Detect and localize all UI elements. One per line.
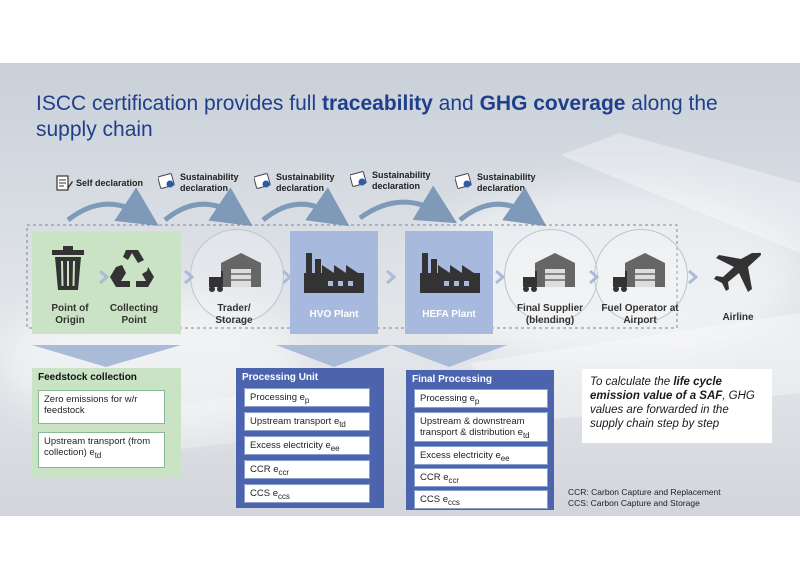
panel-item: Processing ep	[244, 388, 370, 407]
flow-arc	[358, 185, 458, 224]
panel-header: Final Processing	[412, 374, 493, 385]
stage-label-hvo-plant: HVO Plant	[309, 309, 359, 320]
warehouse-forklift-icon	[523, 253, 575, 292]
chevron-right-icon	[688, 270, 698, 284]
stage-label-hefa-plant: HEFA Plant	[422, 309, 476, 320]
chevron-right-icon	[282, 270, 292, 284]
info-note: To calculate the life cycle emission val…	[582, 369, 772, 443]
flow-arc	[261, 187, 350, 227]
processing-unit-panel: Processing Unit Processing ep Upstream t…	[236, 368, 384, 508]
warehouse-forklift-icon	[209, 253, 261, 292]
flow-arc	[66, 187, 159, 226]
down-arrow-icon	[391, 345, 507, 367]
chevron-right-icon	[386, 270, 396, 284]
document-pen-icon	[56, 175, 73, 191]
panel-item: Upstream transport (from collection) etd	[38, 432, 165, 468]
stage-label-collecting-point: Collecting Point	[109, 303, 159, 326]
panel-item: CCS eccs	[244, 484, 370, 503]
declaration-label: Sustainability declaration	[477, 172, 536, 193]
chevron-right-icon	[495, 270, 505, 284]
declaration-label: Sustainability declaration	[372, 170, 431, 191]
warehouse-forklift-icon	[613, 253, 665, 292]
declaration-label: Sustainability declaration	[276, 172, 335, 193]
iscc-certificate-icon	[350, 171, 367, 187]
airplane-icon	[714, 252, 762, 292]
down-arrow-icon	[276, 345, 392, 367]
panel-item: Excess electricity eee	[414, 446, 548, 465]
flow-arc	[163, 187, 253, 227]
recycle-icon	[110, 250, 154, 287]
stage-label-fuel-operator: Fuel Operator at Airport	[601, 303, 679, 326]
flow-arc	[458, 187, 547, 227]
stage-label-final-supplier: Final Supplier (blending)	[516, 303, 584, 326]
factory-icon	[304, 253, 364, 293]
stage-label-trader-storage: Trader/ Storage	[215, 303, 253, 326]
iscc-certificate-icon	[455, 173, 472, 189]
green-stage-box	[32, 231, 181, 334]
page-title: ISCC certification provides full traceab…	[36, 92, 718, 141]
flow-arrows	[26, 185, 678, 329]
panel-item: Excess electricity eee	[244, 436, 370, 455]
stage-label-point-of-origin: Point of Origin	[51, 303, 89, 326]
chevron-right-icon	[184, 270, 194, 284]
feedstock-panel: Feedstock collection Zero emissions for …	[32, 368, 181, 478]
panel-item: CCS eccs	[414, 490, 548, 509]
stages-frame	[26, 224, 678, 329]
panel-item: CCR eccr	[244, 460, 370, 479]
final-processing-panel: Final Processing Processing ep Upstream …	[406, 370, 554, 510]
declaration-label: Self declaration	[76, 178, 144, 188]
panel-item: CCR eccr	[414, 468, 548, 487]
panel-item: Processing ep	[414, 389, 548, 408]
chevron-right-icon	[589, 270, 599, 284]
slide-background: ISCC certification provides full traceab…	[0, 63, 800, 516]
panel-item: Zero emissions for w/r feedstock	[38, 390, 165, 424]
factory-icon	[420, 253, 480, 293]
iscc-certificate-icon	[158, 173, 175, 189]
abbreviation-ccr: CCR: Carbon Capture and Replacement	[568, 487, 721, 497]
panel-header: Feedstock collection	[38, 372, 137, 383]
trash-bin-icon	[52, 246, 84, 290]
iscc-certificate-icon	[254, 173, 271, 189]
panel-item: Upstream & downstream transport & distri…	[414, 412, 548, 442]
down-arrow-icon	[32, 345, 181, 367]
panel-item: Upstream transport etd	[244, 412, 370, 431]
panel-header: Processing Unit	[242, 372, 319, 383]
chevron-right-icon	[99, 270, 109, 284]
abbreviation-ccs: CCS: Carbon Capture and Storage	[568, 498, 700, 508]
declaration-label: Sustainability declaration	[180, 172, 239, 193]
stage-label-airline: Airline	[722, 312, 754, 323]
